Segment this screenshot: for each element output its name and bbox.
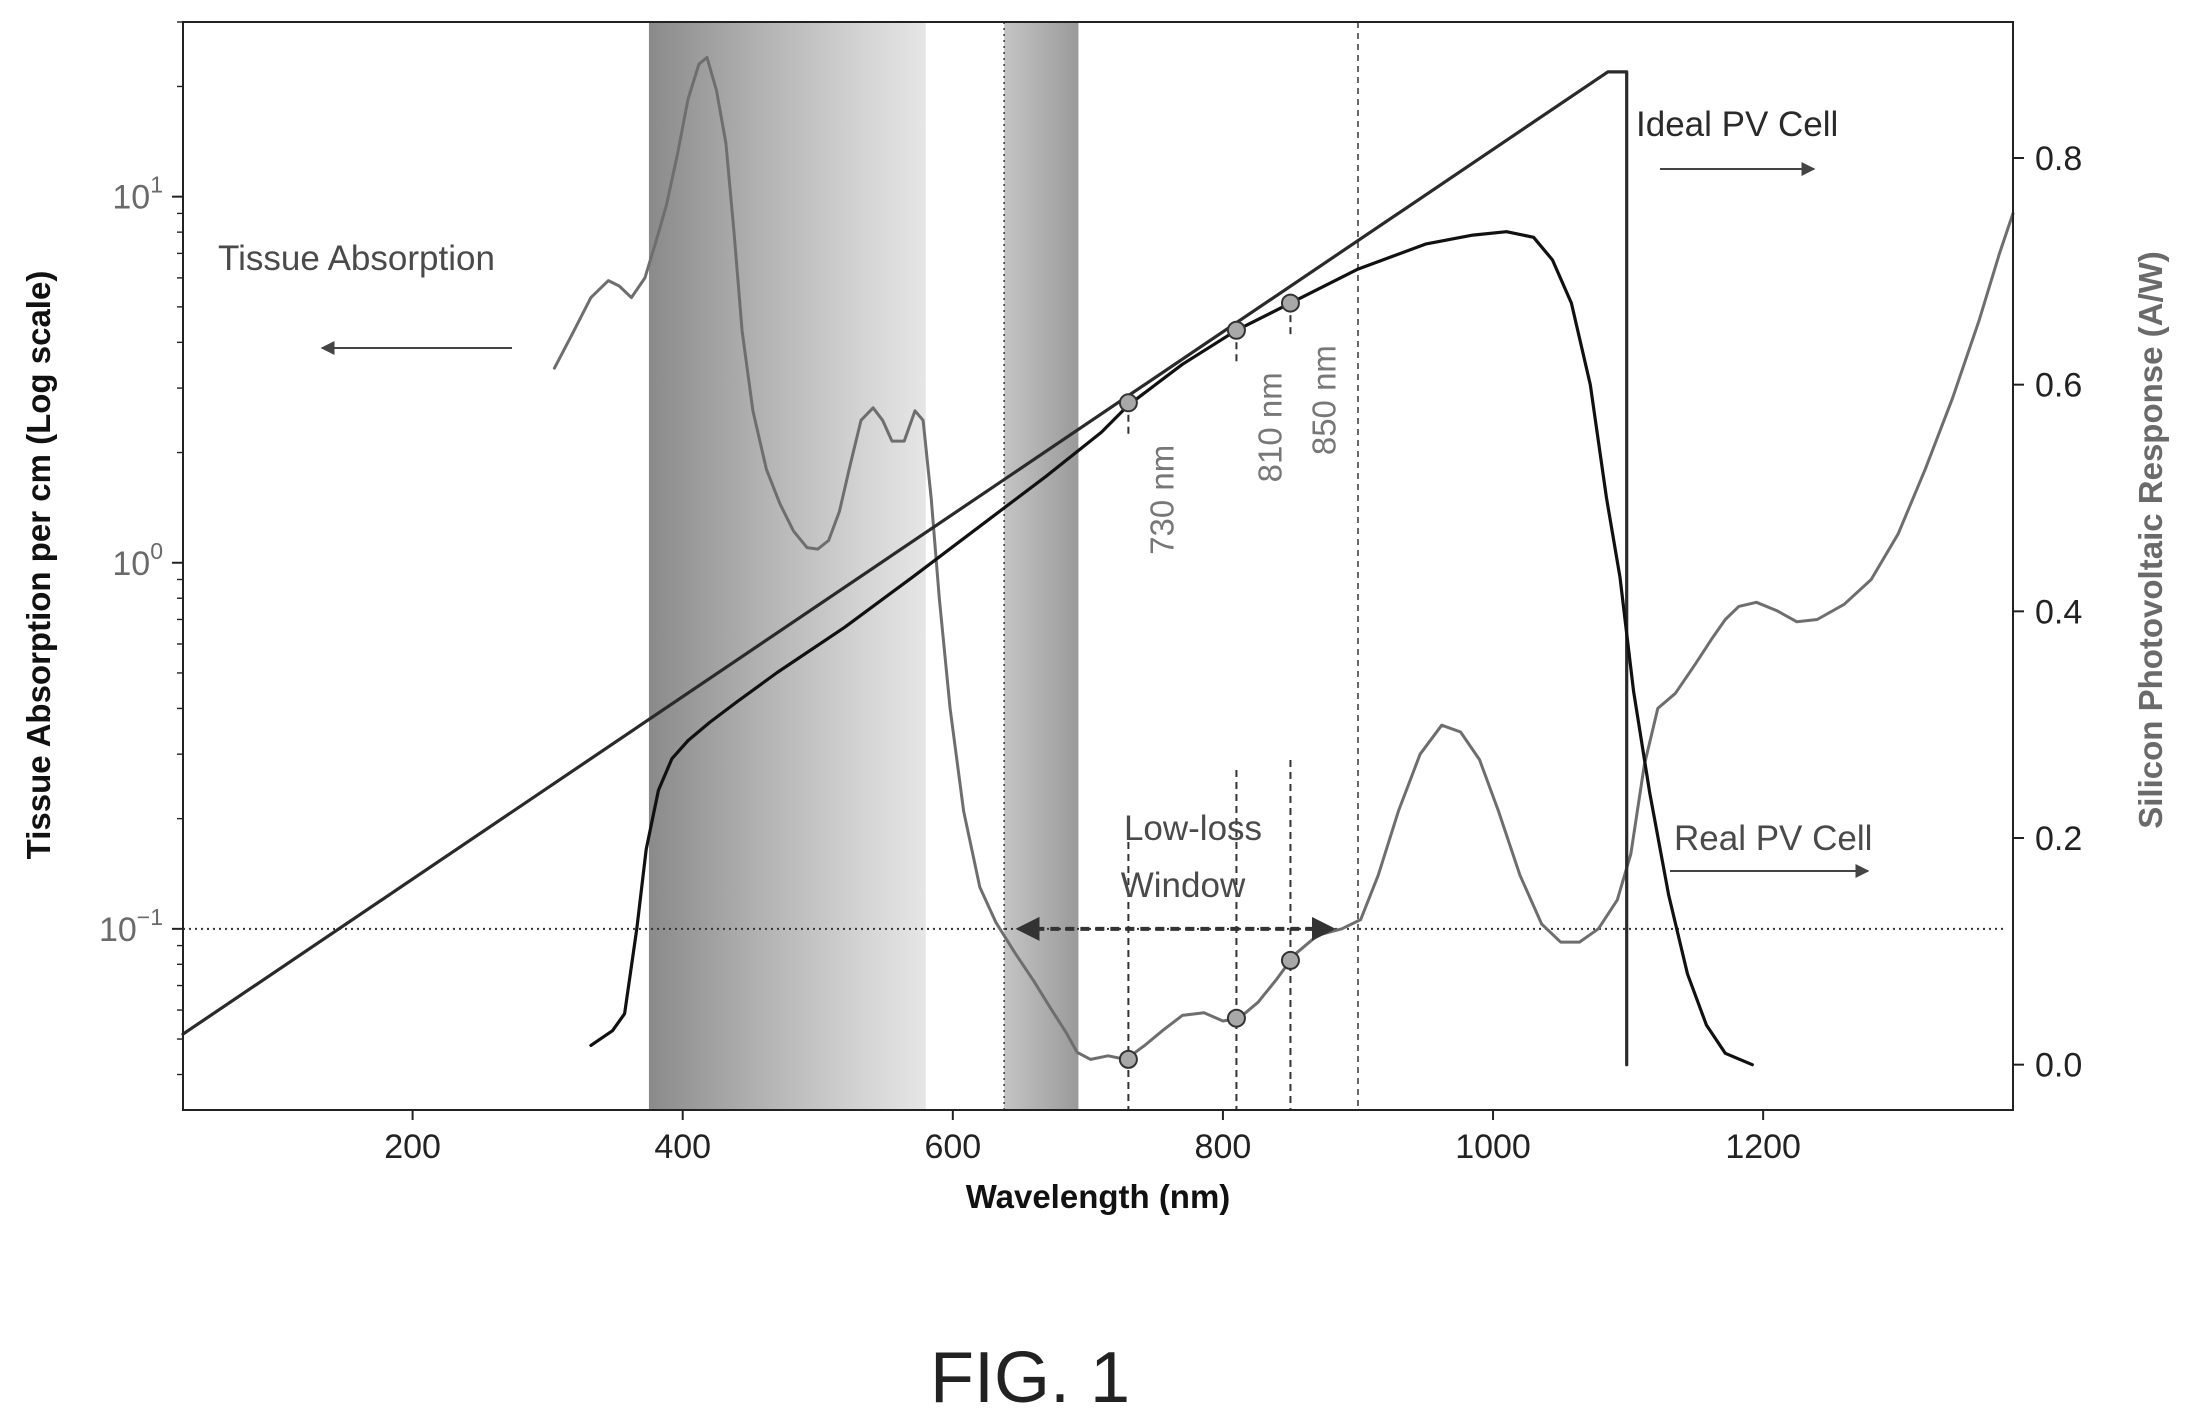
series-tissue-absorption [552,56,2015,1061]
x-axis: 200 400 600 800 1000 1200 [384,1110,1801,1166]
y-left-tick-label-−1: 10−1 [99,904,163,949]
y-left-tick-label-0: 100 [112,538,163,583]
marker-lower-730 [1118,1049,1138,1069]
y-axis-left: 10−1 100 101 [99,21,183,1076]
plot-frame [182,21,2014,1111]
y-right-tick-label-0.4: 0.4 [2035,593,2082,631]
x-tick-label-600: 600 [924,1128,981,1166]
plot-bands [648,22,1079,1110]
y-axis-right-title: Silicon Photovoltaic Response (A/W) [2132,251,2169,829]
marker-upper-850 [1280,293,1300,313]
marker-lower-850 [1280,950,1300,970]
marker-upper-810 [1226,320,1246,340]
y-right-tick-label-0.6: 0.6 [2035,367,2082,405]
wavelength-label-810: 810 nm [1251,372,1288,482]
figure-caption: FIG. 1 [930,1338,1130,1418]
marker-upper-730 [1118,393,1138,413]
shaded-band-2 [1004,22,1079,1110]
y-left-tick-label-1: 101 [112,172,163,217]
y-axis-left-title: Tissue Absorption per cm (Log scale) [20,271,57,860]
plot-wavelength-markers: 730 nm 810 nm 850 nm [1118,293,1342,1110]
x-tick-label-200: 200 [384,1128,441,1166]
series-ideal-pv-cell [181,70,1629,1067]
annotation-tissue-absorption: Tissue Absorption [218,239,495,278]
annotation-real-pv-cell: Real PV Cell [1674,819,1872,858]
wavelength-label-730: 730 nm [1143,445,1180,555]
x-tick-label-1000: 1000 [1455,1128,1531,1166]
plot-reference-lines [183,22,2003,1110]
annotation-low-loss-line2: Window [1121,866,1246,905]
x-axis-title: Wavelength (nm) [966,1178,1231,1215]
annotation-low-loss-line1: Low-loss [1124,809,1262,848]
plot-series [181,56,2015,1067]
annotation-ideal-pv-cell: Ideal PV Cell [1636,105,1838,144]
wavelength-label-850: 850 nm [1305,345,1342,455]
x-tick-label-1200: 1200 [1725,1128,1801,1166]
shaded-band-1 [648,22,926,1110]
y-right-tick-label-0.2: 0.2 [2035,820,2082,858]
y-axis-right: 0.0 0.2 0.4 0.6 0.8 [2013,140,2082,1085]
marker-lower-810 [1226,1008,1246,1028]
y-right-tick-label-0.0: 0.0 [2035,1047,2082,1085]
x-tick-label-800: 800 [1195,1128,1252,1166]
x-tick-label-400: 400 [654,1128,711,1166]
y-right-tick-label-0.8: 0.8 [2035,140,2082,178]
